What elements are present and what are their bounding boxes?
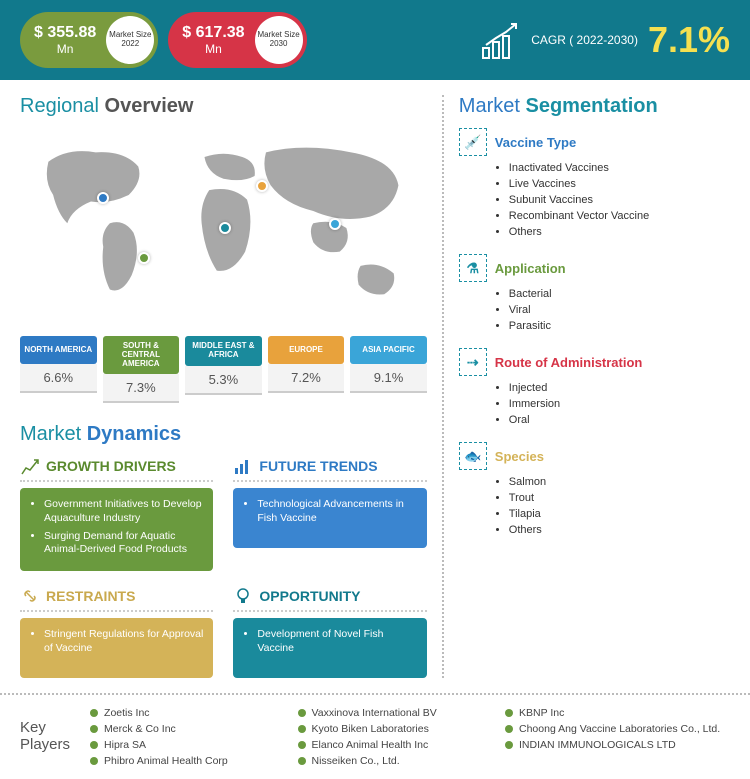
dynamics-item: Stringent Regulations for Approval of Va… bbox=[44, 628, 203, 655]
world-map bbox=[20, 128, 427, 328]
region-value: 7.3% bbox=[103, 374, 180, 403]
region-name: SOUTH & CENTRAL AMERICA bbox=[103, 336, 180, 374]
segment-item: Others bbox=[509, 226, 730, 238]
region-card: MIDDLE EAST & AFRICA5.3% bbox=[185, 336, 262, 403]
region-card: ASIA PACIFIC9.1% bbox=[350, 336, 427, 403]
header-bar: $ 355.88Mn Market Size 2022 $ 617.38Mn M… bbox=[0, 0, 750, 80]
region-value: 9.1% bbox=[350, 364, 427, 393]
size-2030-value: $ 617.38 bbox=[182, 24, 244, 41]
segment-item: Oral bbox=[509, 414, 730, 426]
route-icon: ⇢ bbox=[459, 348, 487, 376]
map-dot bbox=[138, 252, 150, 264]
region-name: EUROPE bbox=[268, 336, 345, 364]
segment-item: Immersion bbox=[509, 398, 730, 410]
segment-vaccine-type: 💉Vaccine Type Inactivated VaccinesLive V… bbox=[459, 128, 730, 238]
bullet-dot bbox=[298, 725, 306, 733]
bullet-dot bbox=[90, 757, 98, 765]
segment-item: Subunit Vaccines bbox=[509, 194, 730, 206]
key-player-item: Nisseiken Co., Ltd. bbox=[298, 755, 485, 767]
market-size-2022-pill: $ 355.88Mn Market Size 2022 bbox=[20, 12, 158, 68]
size-2022-label: Market Size 2022 bbox=[106, 16, 154, 64]
segment-item: Bacterial bbox=[509, 288, 730, 300]
regions-row: NORTH AMERICA6.6%SOUTH & CENTRAL AMERICA… bbox=[20, 336, 427, 403]
segment-item: Inactivated Vaccines bbox=[509, 162, 730, 174]
regional-overview-title: Regional Overview bbox=[20, 95, 427, 118]
region-name: NORTH AMERICA bbox=[20, 336, 97, 364]
application-icon: ⚗ bbox=[459, 254, 487, 282]
region-card: NORTH AMERICA6.6% bbox=[20, 336, 97, 403]
map-dot bbox=[256, 180, 268, 192]
opportunity-icon bbox=[233, 586, 253, 606]
bullet-dot bbox=[298, 709, 306, 717]
region-name: MIDDLE EAST & AFRICA bbox=[185, 336, 262, 366]
key-player-item: Choong Ang Vaccine Laboratories Co., Ltd… bbox=[505, 723, 730, 735]
cagr-value: 7.1% bbox=[648, 19, 730, 61]
segment-application: ⚗Application BacterialViralParasitic bbox=[459, 254, 730, 332]
segment-item: Parasitic bbox=[509, 320, 730, 332]
restraints-block: RESTRAINTS Stringent Regulations for App… bbox=[20, 586, 213, 678]
key-players-footer: KeyPlayers Zoetis Inc Vaxxinova Internati… bbox=[0, 693, 750, 779]
segment-item: Injected bbox=[509, 382, 730, 394]
region-value: 5.3% bbox=[185, 366, 262, 395]
region-value: 6.6% bbox=[20, 364, 97, 393]
market-segmentation-title: Market Segmentation bbox=[459, 95, 730, 118]
segment-route: ⇢Route of Administration InjectedImmersi… bbox=[459, 348, 730, 426]
segment-item: Live Vaccines bbox=[509, 178, 730, 190]
region-value: 7.2% bbox=[268, 364, 345, 393]
key-player-item: Zoetis Inc bbox=[90, 707, 277, 719]
dynamics-item: Development of Novel Fish Vaccine bbox=[257, 628, 416, 655]
cagr-label: CAGR ( 2022-2030) bbox=[531, 33, 638, 47]
restraints-icon bbox=[20, 586, 40, 606]
growth-chart-icon bbox=[481, 20, 521, 60]
market-size-2030-pill: $ 617.38Mn Market Size 2030 bbox=[168, 12, 306, 68]
region-card: SOUTH & CENTRAL AMERICA7.3% bbox=[103, 336, 180, 403]
dynamics-item: Surging Demand for Aquatic Animal-Derive… bbox=[44, 530, 203, 557]
vaccine-icon: 💉 bbox=[459, 128, 487, 156]
segment-item: Others bbox=[509, 524, 730, 536]
size-2022-unit: Mn bbox=[34, 42, 96, 56]
bullet-dot bbox=[90, 725, 98, 733]
key-player-item: Phibro Animal Health Corp bbox=[90, 755, 277, 767]
key-players-label: KeyPlayers bbox=[20, 720, 70, 753]
segment-item: Salmon bbox=[509, 476, 730, 488]
bullet-dot bbox=[298, 757, 306, 765]
trends-icon bbox=[233, 456, 253, 476]
segment-item: Recombinant Vector Vaccine bbox=[509, 210, 730, 222]
key-player-item: Kyoto Biken Laboratories bbox=[298, 723, 485, 735]
opportunity-block: OPPORTUNITY Development of Novel Fish Va… bbox=[233, 586, 426, 678]
dynamics-item: Government Initiatives to Develop Aquacu… bbox=[44, 498, 203, 525]
segment-species: 🐟Species SalmonTroutTilapiaOthers bbox=[459, 442, 730, 536]
size-2030-label: Market Size 2030 bbox=[255, 16, 303, 64]
key-player-item: Merck & Co Inc bbox=[90, 723, 277, 735]
key-player-item: KBNP Inc bbox=[505, 707, 730, 719]
future-trends-block: FUTURE TRENDS Technological Advancements… bbox=[233, 456, 426, 571]
region-name: ASIA PACIFIC bbox=[350, 336, 427, 364]
bullet-dot bbox=[505, 709, 513, 717]
size-2022-value: $ 355.88 bbox=[34, 24, 96, 41]
growth-icon bbox=[20, 456, 40, 476]
bullet-dot bbox=[90, 709, 98, 717]
key-player-item: Vaxxinova International BV bbox=[298, 707, 485, 719]
species-icon: 🐟 bbox=[459, 442, 487, 470]
segment-item: Trout bbox=[509, 492, 730, 504]
region-card: EUROPE7.2% bbox=[268, 336, 345, 403]
segment-item: Viral bbox=[509, 304, 730, 316]
size-2030-unit: Mn bbox=[182, 42, 244, 56]
market-dynamics-title: Market Dynamics bbox=[20, 423, 427, 446]
dynamics-item: Technological Advancements in Fish Vacci… bbox=[257, 498, 416, 525]
cagr-block: CAGR ( 2022-2030) 7.1% bbox=[481, 19, 730, 61]
bullet-dot bbox=[505, 725, 513, 733]
segment-item: Tilapia bbox=[509, 508, 730, 520]
growth-drivers-block: GROWTH DRIVERS Government Initiatives to… bbox=[20, 456, 213, 571]
